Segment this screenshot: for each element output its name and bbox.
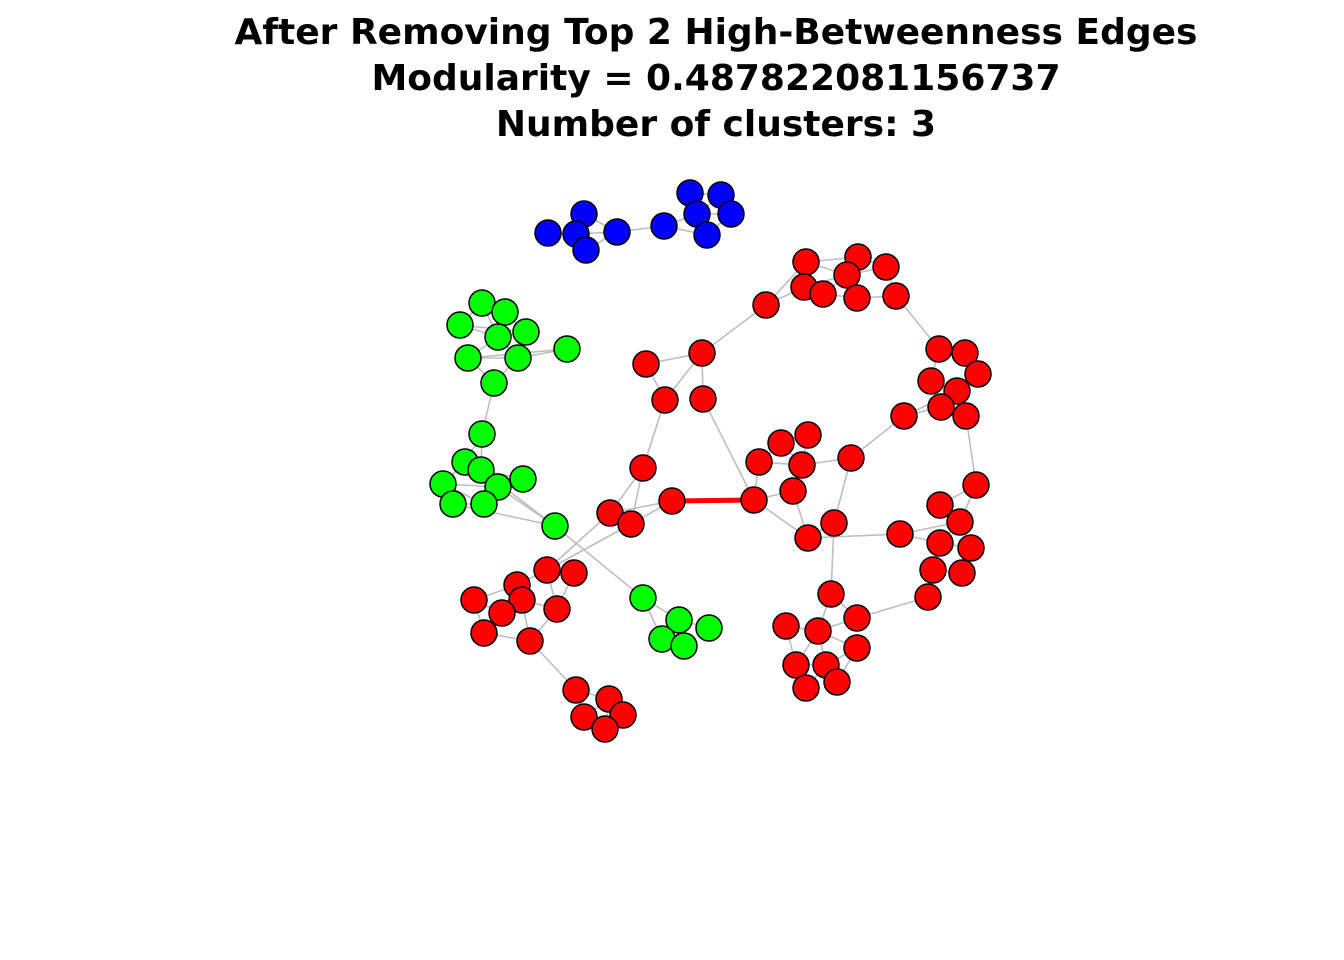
node-red-cluster <box>788 451 816 479</box>
node-red-cluster <box>689 385 717 413</box>
node-blue-cluster <box>650 212 678 240</box>
edge <box>554 525 644 599</box>
node-red-cluster <box>658 487 686 515</box>
node-red-cluster <box>886 520 914 548</box>
node-green-cluster <box>470 490 498 518</box>
node-red-cluster <box>470 619 498 647</box>
node-red-cluster <box>792 674 820 702</box>
node-green-cluster <box>454 344 482 372</box>
node-red-cluster <box>948 559 976 587</box>
edge <box>702 398 755 501</box>
node-green-cluster <box>512 318 540 346</box>
node-red-cluster <box>951 339 979 367</box>
node-blue-cluster <box>572 236 600 264</box>
node-red-cluster <box>817 580 845 608</box>
node-red-cluster <box>926 491 954 519</box>
node-green-cluster <box>480 369 508 397</box>
node-red-cluster <box>688 339 716 367</box>
node-red-cluster <box>890 402 918 430</box>
node-red-cluster <box>740 486 768 514</box>
node-red-cluster <box>823 668 851 696</box>
node-blue-cluster <box>693 221 721 249</box>
node-green-cluster <box>665 606 693 634</box>
edge <box>807 533 901 539</box>
node-red-cluster <box>804 617 832 645</box>
node-blue-cluster <box>603 218 631 246</box>
node-red-cluster <box>767 429 795 457</box>
node-red-cluster <box>843 634 871 662</box>
node-green-cluster <box>553 335 581 363</box>
node-green-cluster <box>484 323 512 351</box>
node-red-cluster <box>946 508 974 536</box>
node-red-cluster <box>833 261 861 289</box>
node-red-cluster <box>543 595 571 623</box>
node-red-cluster <box>745 448 773 476</box>
node-green-cluster <box>446 311 474 339</box>
node-red-cluster <box>872 253 900 281</box>
node-red-cluster <box>820 509 848 537</box>
node-red-cluster <box>809 280 837 308</box>
edge <box>452 503 556 527</box>
node-red-cluster <box>919 556 947 584</box>
node-red-cluster <box>629 454 657 482</box>
node-green-cluster <box>541 512 569 540</box>
plot-title: After Removing Top 2 High-Betweenness Ed… <box>0 10 1344 148</box>
node-red-cluster <box>914 583 942 611</box>
node-red-cluster <box>962 471 990 499</box>
node-red-cluster <box>508 586 536 614</box>
node-red-cluster <box>794 524 822 552</box>
node-red-cluster <box>651 386 679 414</box>
node-green-cluster <box>439 490 467 518</box>
node-blue-cluster <box>534 219 562 247</box>
node-red-cluster <box>562 676 590 704</box>
node-green-cluster <box>468 420 496 448</box>
node-red-cluster <box>782 651 810 679</box>
node-green-cluster <box>629 584 657 612</box>
node-red-cluster <box>792 248 820 276</box>
node-red-cluster <box>964 360 992 388</box>
node-red-cluster <box>925 335 953 363</box>
node-blue-cluster <box>717 200 745 228</box>
node-red-cluster <box>617 510 645 538</box>
title-line-1: After Removing Top 2 High-Betweenness Ed… <box>234 12 1198 53</box>
node-green-cluster <box>467 456 495 484</box>
node-red-cluster <box>926 529 954 557</box>
edge <box>546 523 632 571</box>
node-red-cluster <box>794 421 822 449</box>
node-green-cluster <box>491 298 519 326</box>
node-red-cluster <box>843 284 871 312</box>
node-red-cluster <box>957 534 985 562</box>
node-green-cluster <box>670 632 698 660</box>
node-red-cluster <box>882 282 910 310</box>
node-red-cluster <box>460 586 488 614</box>
node-red-cluster <box>533 556 561 584</box>
node-red-cluster <box>752 291 780 319</box>
node-red-cluster <box>560 559 588 587</box>
nodes-layer <box>429 179 992 743</box>
node-red-cluster <box>772 612 800 640</box>
edge <box>546 512 611 571</box>
node-red-cluster <box>488 599 516 627</box>
title-line-3: Number of clusters: 3 <box>495 104 937 145</box>
title-line-2: Modularity = 0.487822081156737 <box>371 58 1061 99</box>
node-red-cluster <box>917 367 945 395</box>
node-red-cluster <box>570 703 598 731</box>
node-red-cluster <box>843 604 871 632</box>
node-red-cluster <box>516 627 544 655</box>
node-red-cluster <box>632 350 660 378</box>
node-green-cluster <box>509 465 537 493</box>
node-red-cluster <box>927 393 955 421</box>
node-red-cluster <box>952 402 980 430</box>
node-green-cluster <box>695 614 723 642</box>
node-red-cluster <box>779 477 807 505</box>
node-red-cluster <box>837 444 865 472</box>
node-green-cluster <box>468 289 496 317</box>
node-green-cluster <box>504 344 532 372</box>
node-red-cluster <box>591 715 619 743</box>
